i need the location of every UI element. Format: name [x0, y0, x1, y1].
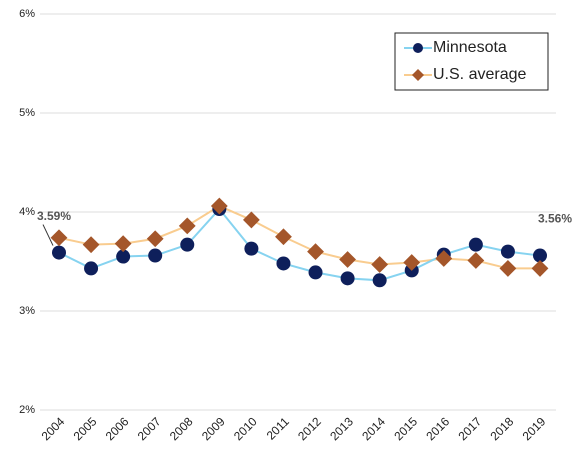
data-point: [500, 244, 515, 259]
data-point: [339, 251, 356, 268]
data-point: [50, 229, 68, 247]
x-tick-label: 2013: [327, 414, 356, 443]
data-point: [533, 248, 547, 263]
x-tick: 2006: [103, 414, 132, 443]
legend-label: Minnesota: [433, 39, 507, 56]
data-point: [340, 271, 355, 286]
data-point: [148, 248, 163, 263]
data-point: [403, 254, 421, 271]
leader-line: [42, 224, 54, 246]
data-point: [243, 211, 260, 229]
data-point: [531, 260, 549, 277]
data-point: [499, 260, 517, 277]
data-point: [146, 230, 164, 248]
data-point: [82, 236, 100, 254]
x-tick: 2008: [167, 414, 196, 443]
data-point: [467, 252, 485, 269]
x-tick: 2010: [231, 414, 260, 443]
x-tick: 2018: [488, 414, 517, 443]
x-tick: 2004: [39, 414, 68, 443]
legend-marker: [413, 43, 423, 53]
data-point: [435, 250, 453, 267]
data-point: [371, 256, 389, 273]
y-tick-label: 3%: [19, 305, 35, 317]
x-tick-label: 2016: [423, 414, 452, 443]
x-tick: 2009: [199, 414, 228, 443]
x-tick: 2011: [264, 414, 292, 442]
x-tick-label: 2007: [135, 414, 164, 443]
data-point: [84, 261, 99, 276]
x-tick-label: 2005: [71, 414, 100, 443]
x-tick: 2014: [359, 414, 388, 443]
x-tick-label: 2014: [359, 414, 388, 443]
x-tick-label: 2009: [199, 414, 228, 443]
data-label: 3.59%: [37, 209, 71, 223]
y-tick-label: 6%: [19, 8, 35, 20]
data-point: [178, 217, 196, 235]
data-point: [114, 235, 132, 253]
data-point: [308, 265, 323, 280]
legend-box: [394, 32, 549, 91]
x-tick: 2017: [455, 414, 484, 443]
series-line: [58, 204, 540, 270]
series-line: [58, 207, 541, 282]
data-point: [468, 237, 483, 252]
x-tick: 2013: [327, 414, 356, 443]
x-tick: 2019: [520, 414, 549, 443]
x-tick-label: 2012: [295, 414, 324, 443]
legend-label: U.S. average: [433, 66, 526, 83]
data-point: [275, 228, 292, 246]
x-tick-label: 2006: [103, 414, 132, 443]
x-tick: 2016: [423, 414, 452, 443]
legend-marker: [412, 69, 424, 81]
y-tick-label: 2%: [19, 404, 35, 416]
y-tick-label: 5%: [19, 107, 35, 119]
x-tick-label: 2015: [391, 414, 420, 443]
data-point: [116, 249, 131, 264]
legend: Minnesota U.S. average: [394, 32, 549, 91]
x-tick: 2015: [391, 414, 420, 443]
data-label: 3.56%: [538, 212, 572, 226]
x-tick: 2012: [295, 414, 324, 443]
x-tick-label: 2019: [520, 414, 549, 443]
x-tick-label: 2004: [39, 414, 68, 443]
x-tick-label: 2011: [264, 414, 292, 442]
data-point: [244, 241, 259, 256]
y-tick-label: 4%: [19, 206, 35, 218]
data-point: [372, 273, 387, 288]
x-tick-label: 2018: [488, 414, 517, 443]
x-tick: 2005: [71, 414, 100, 443]
data-point: [307, 243, 324, 260]
x-tick-label: 2008: [167, 414, 196, 443]
data-point: [52, 245, 66, 260]
data-point: [276, 256, 291, 271]
x-tick-label: 2017: [455, 414, 484, 443]
x-tick-label: 2010: [231, 414, 260, 443]
data-point: [180, 237, 195, 252]
data-point: [210, 197, 228, 215]
x-tick: 2007: [135, 414, 164, 443]
